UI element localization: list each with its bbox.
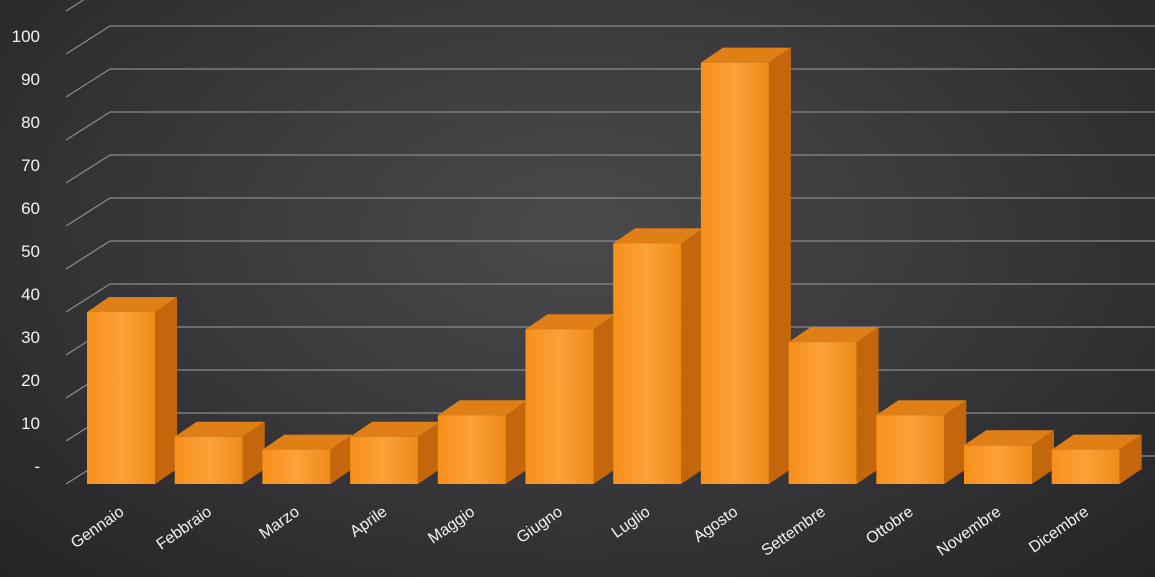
gridline-side (65, 0, 85, 12)
y-tick-label: 90 (21, 70, 40, 89)
gridline-side (65, 197, 111, 227)
bar-top (525, 314, 616, 330)
bar-front (87, 312, 155, 484)
bar-maggio (437, 400, 528, 484)
gridline-side (65, 111, 111, 141)
bar-side (418, 421, 441, 484)
gridline-side (65, 68, 111, 98)
bar-side (155, 297, 177, 484)
x-tick-label: Febbraio (154, 503, 216, 553)
bar-settembre (788, 327, 879, 484)
bar-gennaio (87, 297, 177, 484)
bar-top (87, 297, 177, 312)
bar-front (525, 329, 594, 484)
bar-top (174, 421, 265, 437)
x-axis-labels: Gennaio Febbraio Marzo Aprile Maggio Giugno Lu… (68, 503, 1092, 559)
bar-front (700, 62, 769, 484)
bar-side (768, 47, 791, 484)
bar-front (437, 415, 506, 484)
y-tick-label: 70 (21, 156, 40, 175)
y-tick-label: 50 (21, 242, 40, 261)
bar-marzo (262, 434, 353, 484)
gridline-side (65, 25, 111, 55)
x-tick-label: Luglio (609, 503, 654, 541)
bar-top (262, 434, 353, 450)
bar-side (856, 327, 879, 484)
x-tick-label: Novembre (934, 503, 1004, 559)
x-tick-label: Ottobre (863, 503, 917, 548)
x-tick-label: Settembre (759, 503, 829, 559)
bar-top (964, 430, 1054, 446)
bar-side (505, 400, 528, 484)
bar-front (964, 445, 1032, 484)
bar-top (350, 421, 441, 437)
x-tick-label: Giugno (514, 503, 566, 547)
bar-agosto (700, 47, 791, 484)
bars (87, 47, 1142, 484)
bar-front (262, 449, 331, 484)
bar-front (876, 415, 945, 484)
x-tick-label: Marzo (257, 503, 303, 542)
bar-top (437, 400, 528, 416)
bar-side (1032, 430, 1054, 484)
bar-top (788, 327, 879, 343)
bar-front (1051, 449, 1120, 484)
bar-novembre (964, 430, 1054, 484)
bar-side (681, 228, 704, 484)
bar-febbraio (174, 421, 265, 484)
bar-front (350, 436, 419, 484)
x-tick-label: Maggio (425, 503, 478, 547)
bar-giugno (525, 314, 616, 484)
y-tick-label: 10 (21, 414, 40, 433)
bar-luglio (613, 228, 704, 484)
bar-front (174, 436, 243, 484)
gridline-side (65, 240, 111, 270)
bar-top (1051, 434, 1142, 450)
bar-ottobre (876, 400, 967, 484)
bar-aprile (350, 421, 441, 484)
x-tick-label: Gennaio (68, 503, 127, 552)
bar-side (242, 421, 265, 484)
x-tick-label: Dicembre (1026, 503, 1092, 556)
y-tick-label: 40 (21, 285, 40, 304)
y-tick-label: - (34, 457, 40, 476)
y-tick-label: 100 (12, 27, 40, 46)
bar-top (876, 400, 967, 416)
bar-front (788, 342, 857, 484)
gridline-side (65, 154, 111, 184)
y-axis-ticks: - 10 20 30 40 50 60 70 80 90 100 (12, 27, 40, 476)
bar-side (330, 434, 353, 484)
bar-top (613, 228, 704, 244)
x-tick-label: Aprile (347, 503, 390, 540)
bar-dicembre (1051, 434, 1142, 484)
bar-side (593, 314, 616, 484)
y-tick-label: 20 (21, 371, 40, 390)
bar-side (1119, 434, 1142, 484)
bar-top (700, 47, 791, 63)
gridline-side (65, 283, 111, 313)
y-tick-label: 30 (21, 328, 40, 347)
bar-front (613, 243, 682, 484)
y-tick-label: 60 (21, 199, 40, 218)
bar-side (944, 400, 967, 484)
x-tick-label: Agosto (691, 503, 742, 546)
y-tick-label: 80 (21, 113, 40, 132)
